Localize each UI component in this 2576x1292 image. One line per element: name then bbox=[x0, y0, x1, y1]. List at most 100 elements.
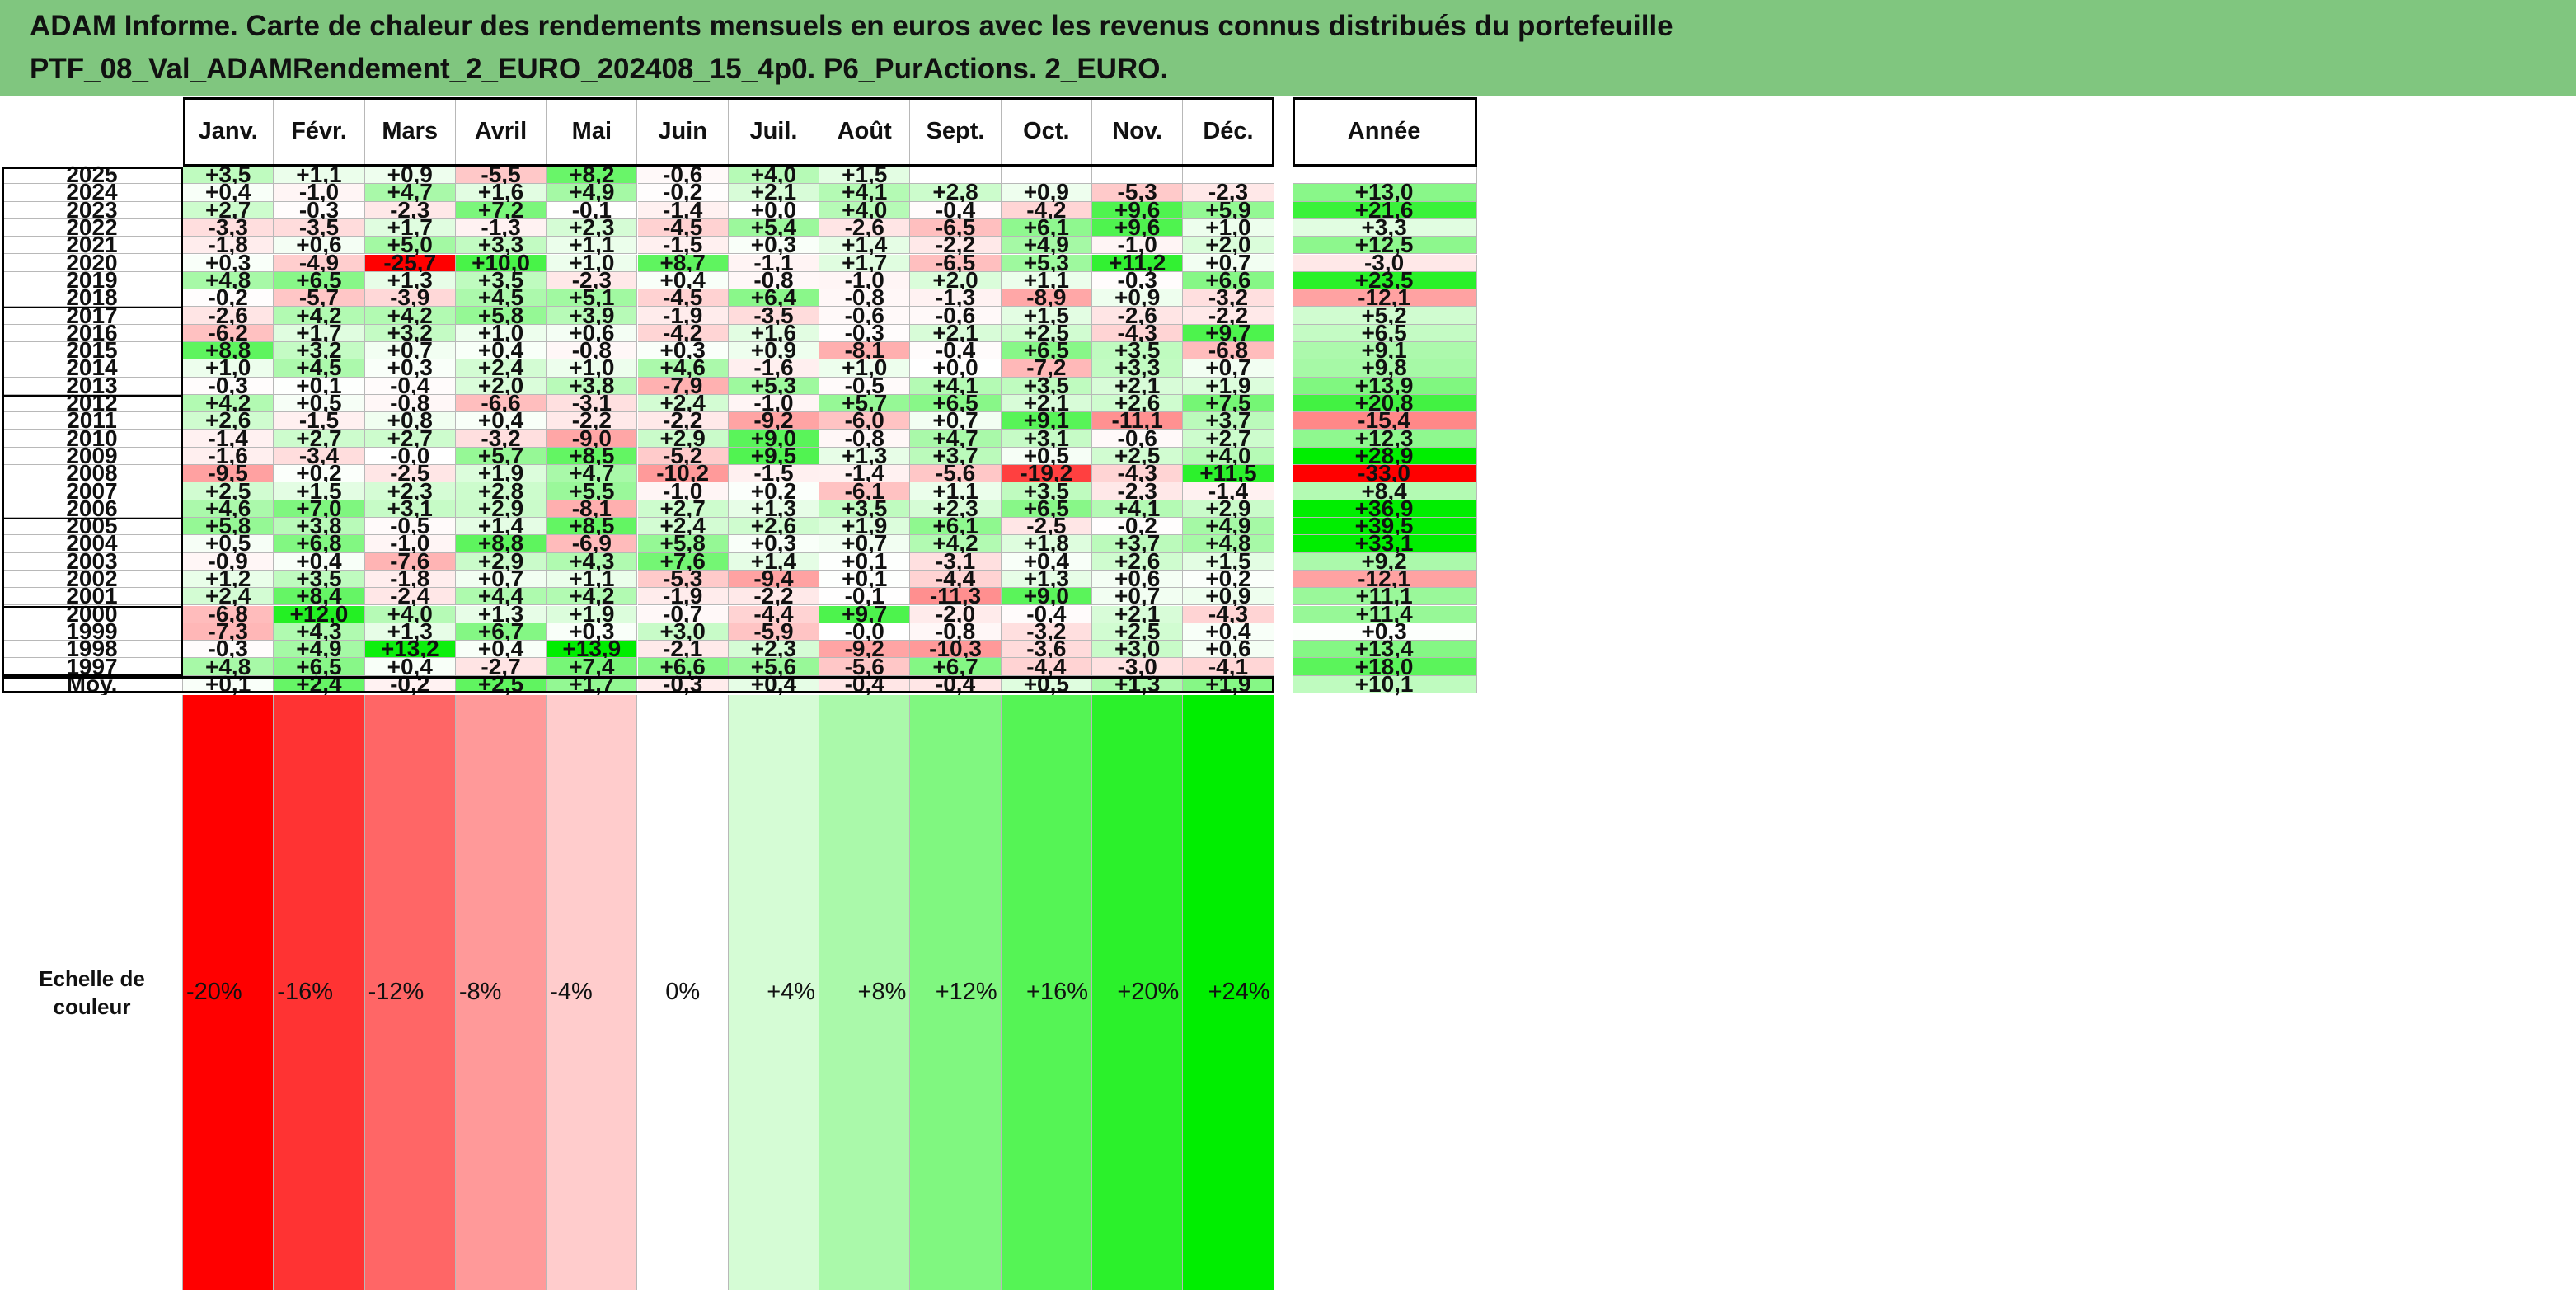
heatmap-cell: +9,1 bbox=[1001, 407, 1092, 433]
heatmap-cell: +1,0 bbox=[547, 355, 638, 380]
average-cell: -0,4 bbox=[910, 671, 1002, 697]
color-scale-step: 0% bbox=[637, 695, 729, 1290]
color-scale-step: -8% bbox=[455, 695, 547, 1290]
heatmap-cell: +4,2 bbox=[910, 530, 1002, 556]
heatmap-cell: -3,0 bbox=[1092, 654, 1184, 679]
heatmap-cell: +6,7 bbox=[455, 618, 547, 644]
year-label: 2014 bbox=[2, 355, 183, 380]
heatmap-cell: +0,1 bbox=[819, 566, 911, 591]
heatmap-cell: +2,1 bbox=[728, 179, 820, 204]
heatmap-cell: +5,3 bbox=[728, 373, 820, 398]
heatmap-cell: +2,7 bbox=[1183, 425, 1274, 451]
color-scale-step: +20% bbox=[1092, 695, 1184, 1290]
heatmap-cell: +0,4 bbox=[1183, 618, 1274, 644]
heatmap-cell: +5,6 bbox=[728, 654, 820, 679]
heatmap-cell: +0,0 bbox=[910, 355, 1002, 380]
heatmap-cell: -4,9 bbox=[274, 250, 365, 275]
heatmap-cell: +0,9 bbox=[1001, 179, 1092, 204]
year-label: 2000 bbox=[2, 601, 183, 627]
annual-cell bbox=[1292, 167, 1477, 185]
heatmap-cell: +4,0 bbox=[364, 601, 456, 627]
title-line-1: ADAM Informe. Carte de chaleur des rende… bbox=[30, 10, 1673, 42]
heatmap-cell: +0,4 bbox=[183, 179, 274, 204]
heatmap-cell: +0,4 bbox=[274, 548, 365, 574]
column-header: Nov. bbox=[1092, 97, 1184, 167]
column-header: Juil. bbox=[728, 97, 820, 167]
year-label: 1998 bbox=[2, 636, 183, 661]
heatmap-cell: +0,4 bbox=[364, 654, 456, 679]
heatmap-cell: +0,5 bbox=[183, 530, 274, 556]
heatmap-cell: +2,6 bbox=[1092, 548, 1184, 574]
heatmap-cell: +7,6 bbox=[637, 548, 729, 574]
color-scale-step: +24% bbox=[1183, 695, 1274, 1290]
heatmap-cell: +0,2 bbox=[1183, 566, 1274, 591]
heatmap-cell: +1,7 bbox=[364, 214, 456, 240]
heatmap-cell: -4,4 bbox=[728, 601, 820, 627]
annual-cell: +5,2 bbox=[1292, 303, 1477, 328]
heatmap-cell: +2,7 bbox=[183, 197, 274, 223]
heatmap-cell: +2,7 bbox=[274, 425, 365, 451]
heatmap-cell: -4,1 bbox=[1183, 654, 1274, 679]
heatmap-cell: +1,3 bbox=[455, 601, 547, 627]
heatmap-cell: -1,5 bbox=[728, 460, 820, 486]
heatmap-cell: +3,3 bbox=[455, 232, 547, 257]
heatmap-cell: -3,4 bbox=[274, 443, 365, 468]
heatmap-cell: +3,5 bbox=[1001, 478, 1092, 504]
year-label: 2020 bbox=[2, 250, 183, 275]
heatmap-cell: +2,5 bbox=[1001, 320, 1092, 345]
heatmap-cell: -7,9 bbox=[637, 373, 729, 398]
heatmap-cell: +2,7 bbox=[637, 496, 729, 521]
heatmap-cell: -2,2 bbox=[910, 232, 1002, 257]
heatmap-cell: -6,0 bbox=[819, 407, 911, 433]
average-cell: +2,4 bbox=[274, 671, 365, 697]
heatmap-cell: +2,5 bbox=[183, 478, 274, 504]
annual-cell: +21,6 bbox=[1292, 197, 1477, 223]
heatmap-cell: +4,6 bbox=[637, 355, 729, 380]
heatmap-cell: +7,4 bbox=[547, 654, 638, 679]
heatmap-cell: +6,6 bbox=[1183, 267, 1274, 293]
heatmap-cell: +1,9 bbox=[547, 601, 638, 627]
heatmap-cell: -4,4 bbox=[1001, 654, 1092, 679]
column-header: Août bbox=[819, 97, 911, 167]
column-header: Mars bbox=[364, 97, 456, 167]
heatmap-cell: +6,8 bbox=[274, 530, 365, 556]
heatmap-cell: -0,5 bbox=[819, 373, 911, 398]
heatmap-cell: +0,6 bbox=[1092, 566, 1184, 591]
heatmap-cell: -1,4 bbox=[819, 460, 911, 486]
year-label: 2018 bbox=[2, 284, 183, 310]
heatmap-cell: +1,5 bbox=[274, 478, 365, 504]
annual-cell: +18,0 bbox=[1292, 654, 1477, 679]
heatmap-cell: -0,2 bbox=[637, 179, 729, 204]
color-scale-step: +8% bbox=[819, 695, 911, 1290]
heatmap-cell: -5,3 bbox=[637, 566, 729, 591]
heatmap-cell: +0,9 bbox=[1092, 284, 1184, 310]
heatmap-cell: +4,1 bbox=[819, 179, 911, 204]
heatmap-cell: -2,3 bbox=[1092, 478, 1184, 504]
heatmap-cell: +4,7 bbox=[910, 425, 1002, 451]
year-label: 2013 bbox=[2, 373, 183, 398]
annual-cell: +0,3 bbox=[1292, 618, 1477, 644]
heatmap-cell: -2,2 bbox=[1183, 303, 1274, 328]
heatmap-cell: -1,4 bbox=[183, 425, 274, 451]
heatmap-cell: +4,8 bbox=[1183, 530, 1274, 556]
year-label: 2021 bbox=[2, 232, 183, 257]
column-header: Déc. bbox=[1183, 97, 1274, 167]
heatmap-cell: +2,3 bbox=[364, 478, 456, 504]
heatmap-cell: +9,7 bbox=[819, 601, 911, 627]
year-label: 2002 bbox=[2, 566, 183, 591]
heatmap-cell: -1,3 bbox=[455, 214, 547, 240]
heatmap-cell: +3,1 bbox=[364, 496, 456, 521]
heatmap-cell: +9,7 bbox=[1183, 320, 1274, 345]
heatmap-cell: +12,0 bbox=[274, 601, 365, 627]
heatmap-cell: +9,5 bbox=[728, 443, 820, 468]
heatmap-cell: +4,3 bbox=[547, 548, 638, 574]
color-scale-label-text: couleur bbox=[53, 994, 131, 1019]
heatmap-cell: +9,0 bbox=[1001, 583, 1092, 608]
color-scale-step: -4% bbox=[547, 695, 638, 1290]
heatmap-cell: +1,0 bbox=[819, 355, 911, 380]
heatmap-cell: -5,2 bbox=[637, 443, 729, 468]
heatmap-cell: +1,3 bbox=[1001, 566, 1092, 591]
heatmap-cell: -1,0 bbox=[637, 478, 729, 504]
heatmap-cell: -9,5 bbox=[183, 460, 274, 486]
